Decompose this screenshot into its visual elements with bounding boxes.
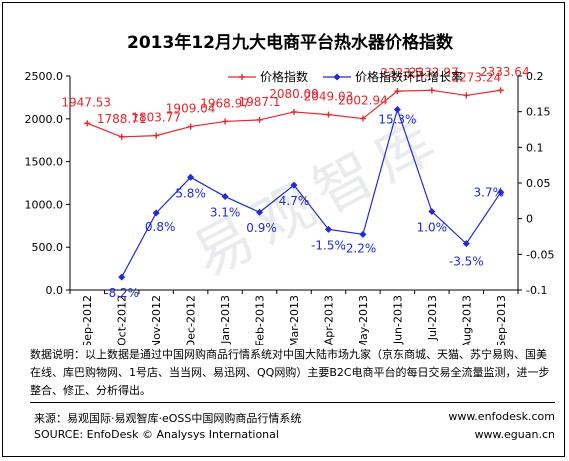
chart-canvas: 2013年12月九大电商平台热水器价格指数 0.0500.01000.01500… — [25, 32, 555, 345]
series-price-index-label: 2080.09 — [269, 87, 319, 101]
y-right-tick-label: 0.15 — [526, 106, 551, 119]
series-growth-point — [393, 106, 401, 114]
series-price-index-label: 2049.03 — [304, 90, 354, 104]
source-en: SOURCE: EnfoDesk © Analysys Internationa… — [34, 428, 279, 441]
legend-price-index-label: 价格指数 — [260, 69, 308, 84]
y-left-tick-label: 0.0 — [46, 284, 64, 297]
x-tick-label: Nov-2012 — [150, 295, 163, 345]
series-growth-label: 0.9% — [246, 221, 277, 235]
series-price-index-label: 2332.97 — [409, 65, 459, 79]
series-price-index-point — [256, 116, 263, 123]
series-price-index-label: 1788.71 — [97, 112, 147, 126]
x-tick-label: Sep-2013 — [495, 295, 508, 345]
x-tick-label: Oct-2012 — [116, 295, 129, 345]
data-description: 数据说明：以上数据是通过中国网购商品行情系统对中国大陆市场九家（京东商城、天猫、… — [30, 348, 550, 397]
series-price-index-point — [118, 133, 125, 140]
series-price-index-label: 1987.1 — [239, 95, 281, 109]
series-growth-label: 1.0% — [417, 221, 448, 235]
x-tick-label: Apr-2013 — [322, 295, 335, 345]
x-tick-label: Aug-2013 — [460, 295, 473, 345]
series-price-index-point — [291, 108, 297, 115]
series-growth-point — [497, 188, 505, 196]
series-price-index-point — [153, 132, 160, 139]
series-price-index-label: 2002.94 — [338, 94, 388, 108]
series-price-index-point — [325, 111, 332, 118]
source-cn: 来源：易观国际·易观智库·eOSS中国网购商品行情系统 — [34, 412, 302, 425]
series-price-index-point — [187, 123, 194, 130]
legend-growth-marker — [333, 73, 341, 81]
axes: 0.0500.01000.01500.02000.02500.0-0.1-0.0… — [25, 70, 555, 345]
series-price-index-label: 2323.5 — [380, 66, 422, 80]
legend-growth-label: 价格指数环比增长率 — [355, 69, 463, 84]
x-tick-label: Dec-2012 — [185, 295, 198, 345]
url-enfodesk: www.enfodesk.com — [448, 410, 555, 423]
y-left-tick-label: 2500.0 — [25, 70, 64, 83]
y-left-tick-label: 500.0 — [32, 241, 64, 254]
series-growth-label: 4.7% — [279, 194, 310, 208]
x-tick-label: Jul-2013 — [426, 295, 439, 341]
y-right-tick-label: 0.2 — [526, 70, 544, 83]
y-left-tick-label: 1500.0 — [25, 156, 64, 169]
series-price-index-point — [394, 88, 401, 95]
series-price-index-label: 1909.04 — [166, 102, 216, 116]
series-price-index-point — [359, 115, 366, 122]
series-growth-point — [221, 193, 229, 201]
series-growth-line — [121, 107, 502, 278]
y-right-tick-label: -0.05 — [526, 248, 554, 261]
series-growth-point — [118, 273, 126, 281]
legend: 价格指数 价格指数环比增长率 — [228, 69, 463, 84]
series-price-index-point — [428, 87, 435, 94]
y-right-tick-label: 0.05 — [526, 177, 551, 190]
url-eguan: www.eguan.cn — [474, 428, 555, 441]
series-growth-label: 0.8% — [145, 220, 176, 234]
series-growth-point — [256, 208, 264, 216]
source-divider — [30, 402, 555, 403]
y-right-tick-label: 0.1 — [526, 141, 544, 154]
series-price-index-label: 1968.97 — [200, 96, 250, 110]
series-price-index-label: 2273.24 — [451, 70, 501, 84]
series-growth-point — [187, 173, 195, 181]
series-growth-point — [290, 181, 298, 189]
series-price-index-label: 1803.77 — [131, 111, 181, 125]
series-growth-point — [324, 225, 332, 233]
series-growth-label: 3.1% — [210, 206, 241, 220]
x-tick-label: Jun-2013 — [391, 295, 404, 345]
series-growth-label: -2.2% — [342, 241, 377, 255]
y-right-tick-label: -0.1 — [526, 284, 547, 297]
series-price-index-label: 1947.53 — [61, 95, 111, 109]
series-price-index-point — [463, 92, 470, 99]
x-tick-label: Jan-2013 — [219, 295, 232, 345]
series-growth-label: 5.8% — [175, 186, 206, 200]
series-layer: 1947.53 1788.711803.771909.041968.971987.… — [61, 65, 529, 300]
series-growth-point — [359, 230, 367, 238]
series-growth-label: 15.3% — [378, 113, 416, 127]
series-price-index-point — [222, 118, 229, 125]
chart-title: 2013年12月九大电商平台热水器价格指数 — [127, 32, 454, 53]
x-tick-label: Mar-2013 — [288, 295, 301, 345]
series-price-index-point — [84, 120, 91, 127]
series-growth-label: -1.5% — [311, 238, 346, 252]
series-growth-label: -3.5% — [449, 255, 484, 269]
x-tick-label: Sep-2012 — [81, 295, 94, 345]
y-right-tick-label: 0 — [526, 213, 533, 226]
x-tick-label: Feb-2013 — [254, 295, 267, 345]
x-tick-label: May-2013 — [357, 295, 370, 345]
series-growth-label: 3.7% — [474, 185, 505, 199]
series-price-index-point — [497, 87, 504, 94]
y-left-tick-label: 2000.0 — [25, 113, 64, 126]
series-growth-point — [152, 209, 160, 217]
chart-frame — [2, 2, 565, 457]
series-price-index-label: 2333.64 — [480, 65, 530, 79]
series-growth-point — [462, 240, 470, 248]
y-left-tick-label: 1000.0 — [25, 198, 64, 211]
series-growth-label: -8.2% — [104, 286, 139, 300]
series-growth-point — [428, 208, 436, 216]
